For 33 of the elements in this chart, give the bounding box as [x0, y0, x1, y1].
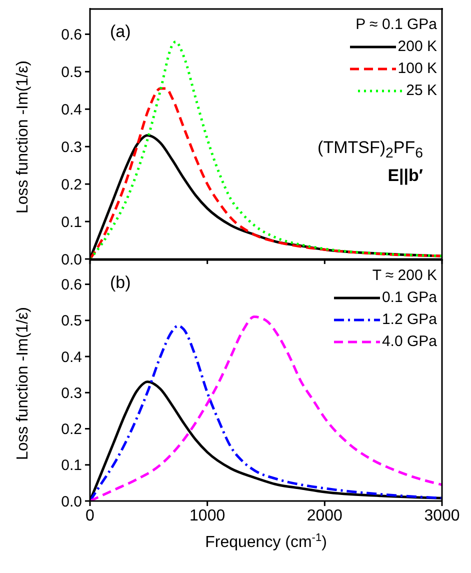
- y-tick-label: 0.6: [61, 26, 82, 44]
- y-tick-label: 0.1: [61, 457, 82, 474]
- x-axis-title: Frequency (cm$^{-1}$): [205, 532, 327, 551]
- y-tick-label: 0.0: [61, 493, 82, 510]
- legend-label: 25 K: [406, 81, 437, 101]
- legend-label: 4.0 GPa: [382, 332, 437, 352]
- y-tick-label: 0.4: [61, 101, 82, 118]
- y-tick-label: 0.5: [61, 64, 82, 82]
- y-tick-label: 0.1: [61, 214, 82, 231]
- legend-title: P ≈ 0.1 GPa: [356, 16, 437, 33]
- legend-label: 200 K: [398, 37, 437, 57]
- y-tick-label: 0.2: [61, 176, 82, 194]
- x-tick-label: 3000: [424, 507, 460, 524]
- annotation: (TMTSF)$_{2}$PF$_{6}$: [318, 138, 423, 162]
- x-tick-label: 0: [86, 507, 95, 524]
- y-axis-title: Loss function -Im(1/ε): [14, 60, 32, 214]
- x-tick-label: 1000: [190, 507, 226, 524]
- legend-title: T ≈ 200 K: [372, 267, 437, 284]
- legend-label: 1.2 GPa: [382, 310, 437, 330]
- y-tick-label: 0.4: [61, 348, 82, 366]
- annotation: E||b′: [388, 166, 423, 185]
- y-tick-label: 0.3: [61, 384, 82, 402]
- legend-label: 0.1 GPa: [382, 288, 437, 308]
- y-tick-label: 0.2: [61, 421, 82, 438]
- y-tick-label: 0.6: [61, 276, 82, 294]
- y-tick-label: 0.5: [61, 312, 82, 330]
- legend-label: 100 K: [398, 59, 437, 79]
- annotation: (b): [110, 273, 131, 292]
- y-tick-label: 0.3: [61, 138, 82, 156]
- y-tick-label: 0.0: [61, 251, 82, 268]
- y-axis-title: Loss function -Im(1/ε): [14, 307, 32, 460]
- annotation: (a): [110, 22, 131, 41]
- x-tick-label: 2000: [306, 507, 343, 524]
